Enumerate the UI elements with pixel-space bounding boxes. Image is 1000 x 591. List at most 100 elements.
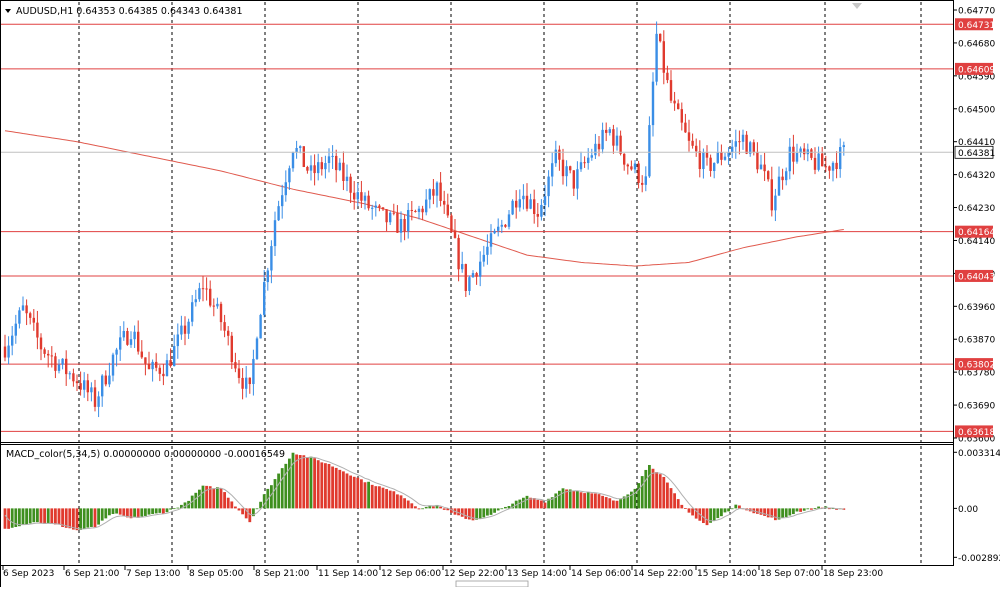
candle-body-190 [687, 132, 691, 141]
candle-body-197 [713, 162, 716, 171]
candle-body-118 [428, 189, 431, 200]
price-tick-label-4: 0.64410 [958, 138, 995, 148]
macd-bar-76 [277, 473, 280, 509]
time-label-11: 15 Sep 14:00 [697, 569, 757, 579]
candle-body-100 [363, 195, 367, 201]
price-tick-label-1: 0.64680 [958, 39, 995, 49]
macd-bar-53 [194, 492, 198, 509]
candle-body-173 [626, 164, 629, 167]
macd-bar-148 [536, 499, 540, 509]
candle-body-40 [147, 363, 151, 370]
candle-body-156 [565, 166, 568, 177]
time-label-13: 18 Sep 23:00 [823, 569, 883, 579]
candle-body-67 [245, 377, 248, 389]
candle-body-50 [183, 325, 187, 334]
macd-bar-201 [727, 508, 730, 512]
candle-body-54 [198, 288, 201, 300]
candle-body-195 [705, 152, 709, 158]
macd-bar-9 [36, 508, 39, 523]
macd-bar-44 [162, 508, 165, 514]
macd-bar-104 [378, 486, 381, 509]
macd-bar-13 [50, 508, 54, 524]
candle-body-144 [522, 195, 525, 200]
candle-body-206 [745, 134, 748, 154]
candle-body-135 [489, 233, 493, 247]
time-scroll-handle[interactable] [455, 580, 529, 588]
macd-bar-185 [669, 488, 673, 509]
macd-bar-219 [792, 508, 795, 515]
macd-bar-83 [302, 455, 306, 509]
macd-bar-26 [97, 508, 100, 525]
candle-body-13 [50, 355, 53, 357]
candle-body-51 [187, 321, 190, 334]
macd-bar-171 [619, 499, 622, 509]
candle-body-138 [500, 224, 503, 227]
macd-bar-8 [32, 508, 36, 523]
time-label-3: 8 Sep 05:00 [189, 569, 244, 579]
candle-body-164 [594, 143, 597, 156]
macd-bar-210 [759, 508, 763, 515]
macd-bar-6 [25, 508, 28, 525]
candle-body-11 [43, 349, 46, 354]
candle-body-19 [72, 373, 75, 382]
ma-line [4, 130, 844, 267]
macd-bar-105 [381, 487, 385, 509]
candle-body-218 [788, 146, 791, 172]
macd-bar-199 [720, 508, 723, 517]
time-label-12: 18 Sep 07:00 [760, 569, 820, 579]
macd-bar-169 [612, 500, 615, 509]
macd-bar-92 [334, 467, 338, 509]
candle-body-232 [839, 147, 842, 170]
candle-body-58 [212, 305, 215, 307]
candle-body-153 [554, 149, 557, 164]
macd-bar-64 [234, 506, 237, 509]
candle-body-116 [421, 208, 424, 213]
time-label-5: 11 Sep 14:00 [318, 569, 378, 579]
macd-bar-16 [61, 508, 64, 527]
macd-bar-141 [511, 503, 514, 509]
macd-bar-108 [392, 491, 396, 509]
macd-bar-209 [756, 508, 759, 514]
level-label-1: 0.64609 [958, 65, 995, 75]
macd-bar-88 [320, 462, 324, 509]
macd-bar-48 [176, 507, 180, 509]
macd-bar-11 [43, 508, 46, 524]
macd-bar-114 [414, 506, 417, 509]
macd-bar-147 [532, 498, 536, 509]
candle-body-168 [608, 129, 611, 133]
candle-body-105 [381, 207, 385, 210]
scroll-marker-icon[interactable] [852, 3, 862, 9]
time-axis: 6 Sep 2023 6 Sep 21:00 7 Sep 13:00 8 Sep 05… [2, 566, 883, 579]
candle-body-127 [461, 264, 464, 270]
candle-body-4 [18, 310, 21, 324]
macd-bar-170 [615, 500, 619, 509]
macd-bar-38 [140, 508, 144, 517]
macd-bar-225 [813, 508, 817, 509]
candle-body-57 [209, 288, 212, 306]
chart-menu-chevron-icon[interactable] [5, 9, 11, 13]
candle-body-85 [309, 165, 313, 171]
macd-bar-65 [237, 508, 241, 511]
macd-bar-15 [57, 508, 61, 525]
candle-body-48 [176, 334, 179, 347]
candle-body-219 [792, 146, 795, 162]
price-tick-label-0: 0.64770 [958, 7, 995, 17]
candle-body-61 [223, 322, 226, 331]
candle-body-24 [90, 387, 93, 393]
candle-body-56 [205, 288, 208, 290]
macd-bar-43 [158, 508, 162, 513]
macd-bar-233 [842, 508, 846, 510]
macd-bar-86 [313, 458, 316, 509]
macd-bar-197 [712, 508, 716, 521]
macd-bar-41 [151, 508, 154, 514]
candle-body-81 [295, 147, 298, 153]
macd-bar-203 [734, 504, 738, 509]
macd-bar-117 [424, 507, 428, 509]
macd-bar-176 [637, 483, 640, 509]
candle-body-26 [97, 396, 100, 407]
macd-bar-70 [255, 508, 259, 510]
candle-body-223 [806, 149, 809, 155]
price-tick-label-7: 0.64140 [958, 237, 995, 247]
candle-body-59 [216, 303, 219, 307]
